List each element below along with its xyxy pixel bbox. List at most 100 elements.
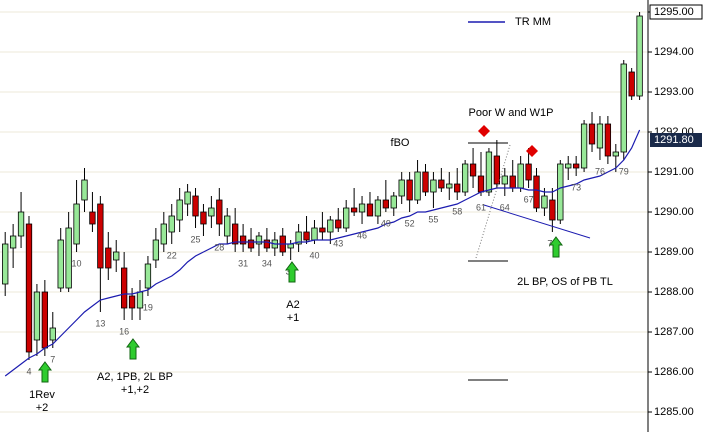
bar-number: 43 (333, 238, 343, 248)
candle-body (89, 211, 96, 225)
candle-body (41, 291, 48, 349)
candle-body (454, 183, 461, 193)
y-tick-label: 1287.00 (654, 326, 694, 338)
y-tick-label: 1293.00 (654, 86, 694, 98)
candle-body (136, 291, 144, 309)
bar-number: 49 (381, 218, 391, 228)
ma-line (4, 129, 641, 377)
y-tick-label: 1294.00 (654, 46, 694, 58)
drawings (38, 125, 591, 383)
plot: 4710131619222528313437404346495255586164… (2, 12, 643, 377)
annotation: 2L BP, OS of PB TL (517, 276, 613, 288)
annotation: Poor W and W1P (469, 107, 554, 119)
candle-body (509, 175, 516, 189)
bar-number: 22 (167, 250, 177, 260)
candle-body (232, 223, 239, 245)
candle-body (620, 63, 627, 153)
candle-body (81, 179, 88, 201)
candle-body (438, 179, 445, 189)
candle-body (382, 199, 389, 209)
grid (0, 11, 648, 413)
candle-body (350, 207, 358, 213)
candle-body (517, 163, 524, 189)
bar-number: 13 (95, 318, 105, 328)
candle-body (343, 207, 350, 229)
candle-body (255, 235, 263, 245)
sell-diamond (478, 125, 490, 137)
y-tick-label: 1291.00 (654, 166, 694, 178)
y-tick-label: 1285.00 (654, 406, 694, 418)
candle-body (263, 239, 271, 249)
annotation: +1 (287, 312, 300, 324)
candle-body (628, 71, 635, 97)
candle-body (303, 231, 310, 241)
candle-body (469, 163, 477, 177)
candle-body (105, 247, 112, 269)
candle-body (636, 15, 643, 97)
price-marker-label: 1291.80 (654, 134, 694, 146)
candle-body (430, 179, 437, 193)
bar-number: 76 (595, 166, 605, 176)
bar-number: 67 (524, 194, 534, 204)
bar-number: 34 (262, 258, 272, 268)
candle-body (327, 219, 334, 233)
candle-body (461, 163, 469, 193)
annotation: fBO (391, 137, 410, 149)
candle-body (565, 163, 572, 169)
candle-body (366, 203, 374, 217)
bar-number: 25 (191, 234, 201, 244)
candle-body (200, 211, 207, 225)
candle-body (319, 227, 326, 233)
annotation: 1Rev (29, 389, 55, 401)
bar-number: 10 (72, 258, 82, 268)
bar-number: 79 (619, 166, 629, 176)
candle-body (2, 243, 9, 285)
sell-diamond (526, 145, 538, 157)
candle-body (335, 219, 342, 229)
candle-body (541, 195, 548, 209)
price-marker-box (650, 133, 702, 147)
legend-label: TR MM (515, 16, 551, 28)
y-tick-label: 1286.00 (654, 366, 694, 378)
y-tick-label: 1290.00 (654, 206, 694, 218)
candle-body (168, 215, 175, 233)
candle-body (17, 211, 25, 237)
bar-number: 40 (309, 250, 319, 260)
candle-body (208, 207, 215, 217)
annotation: A2 (286, 299, 299, 311)
bar-number: 4 (26, 366, 31, 376)
candle-body (216, 199, 223, 225)
candle-body (247, 239, 255, 249)
bar-number: 73 (571, 182, 581, 192)
candle-body (128, 295, 136, 309)
candle-body (414, 171, 421, 201)
buy-arrow (549, 236, 563, 258)
bar-number: 19 (143, 302, 153, 312)
candle-body (549, 199, 556, 221)
candle-body (311, 227, 318, 241)
candle-body (390, 195, 397, 209)
candle-body (160, 223, 167, 245)
legend: TR MM (468, 16, 551, 28)
candle-body (485, 151, 493, 193)
bar-number: 46 (357, 230, 367, 240)
candle-body (398, 179, 405, 197)
bar-number: 31 (238, 258, 248, 268)
candle-body (493, 155, 501, 185)
candle-body (596, 123, 604, 149)
candle-body (406, 179, 413, 201)
last-price-box (649, 4, 703, 20)
candle-body (97, 203, 104, 269)
candle-body (57, 239, 64, 289)
candle-body (446, 183, 453, 189)
candle-body (176, 199, 183, 221)
candle-body (121, 267, 128, 309)
candle-body (604, 123, 612, 157)
candle-body (533, 175, 540, 209)
annotation: +1,+2 (121, 384, 149, 396)
candle-body (25, 223, 33, 353)
candle-body (612, 151, 619, 157)
candle-body (49, 327, 56, 341)
candle-body (184, 191, 191, 205)
